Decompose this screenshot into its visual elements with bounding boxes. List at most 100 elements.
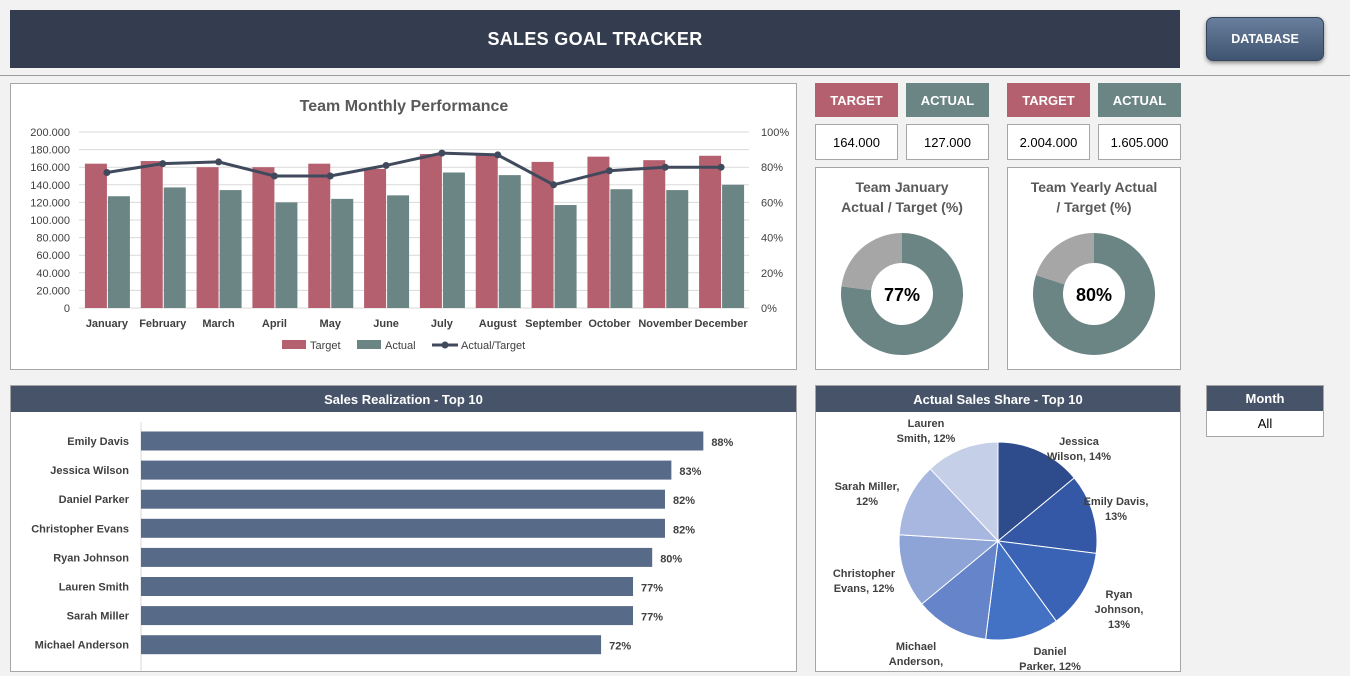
sales-share-title: Actual Sales Share - Top 10: [816, 386, 1180, 412]
realization-bar: [141, 489, 665, 509]
realization-value: 88%: [711, 437, 733, 449]
sales-realization-title: Sales Realization - Top 10: [11, 386, 796, 412]
legend-label-actual: Actual: [385, 340, 416, 352]
actual-target-point: [605, 167, 613, 175]
person-label: Christopher Evans: [31, 523, 129, 535]
y-tick-label: 80.000: [36, 233, 70, 245]
actual-bar: [163, 187, 186, 308]
donut-title-line2: / Target (%): [1056, 199, 1131, 215]
target-bar: [475, 154, 498, 308]
actual-bar: [219, 190, 242, 308]
yearly-target-label: TARGET: [1007, 83, 1090, 117]
pie-label: Wilson, 14%: [1047, 451, 1111, 463]
pie-slice: [985, 539, 1057, 641]
pie-slice: [921, 539, 999, 640]
monthly-actual-label: ACTUAL: [906, 83, 989, 117]
yearly-actual-value: 1.605.000: [1098, 124, 1181, 160]
donut-title-line2: Actual / Target (%): [841, 199, 963, 215]
y2-tick-label: 60%: [761, 197, 783, 209]
donut-title-line1: Team January: [855, 179, 948, 195]
actual-bar: [275, 202, 298, 308]
y2-tick-label: 40%: [761, 233, 783, 245]
x-tick-label: December: [694, 318, 748, 330]
actual-bar: [610, 189, 633, 308]
pie-label: Smith, 12%: [897, 433, 956, 445]
month-filter-value[interactable]: All: [1257, 416, 1273, 431]
realization-value: 77%: [641, 612, 663, 624]
legend-swatch-actual: [357, 340, 381, 349]
x-tick-label: May: [320, 318, 342, 330]
person-label: Jessica Wilson: [50, 465, 129, 477]
legend-label-ratio: Actual/Target: [461, 340, 525, 352]
team-yearly-donut: Team Yearly Actual / Target (%) 80%: [1031, 179, 1157, 355]
pie-slice: [898, 468, 1000, 542]
target-bar: [308, 163, 331, 308]
actual-target-point: [382, 161, 390, 169]
y-tick-label: 60.000: [36, 250, 70, 262]
sales-share-chart: Jessica Wilson, 14% Emily Davis, 13% Ryan Joh…: [833, 418, 1149, 676]
x-tick-label: July: [431, 318, 454, 330]
person-label: Ryan Johnson: [53, 552, 129, 564]
realization-value: 82%: [673, 524, 695, 536]
y-tick-label: 120.000: [30, 197, 70, 209]
realization-value: 77%: [641, 583, 663, 595]
divider: [0, 75, 1350, 76]
donut-remaining-arc: [1035, 233, 1094, 285]
realization-value: 83%: [679, 466, 701, 478]
pie-label: Evans, 12%: [834, 583, 895, 595]
x-tick-label: August: [479, 318, 517, 330]
person-label: Daniel Parker: [59, 494, 130, 506]
person-label: Michael Anderson: [35, 640, 130, 652]
realization-bar: [141, 460, 672, 480]
y-tick-label: 100.000: [30, 215, 70, 227]
y-tick-label: 40.000: [36, 268, 70, 280]
target-bar: [643, 160, 666, 308]
target-bar: [196, 167, 219, 308]
monthly-performance-panel: Team Monthly Performance 200.000 180.000 1…: [10, 83, 797, 370]
target-bar: [587, 156, 610, 308]
person-label: Lauren Smith: [59, 582, 130, 594]
pie-label: Sarah Miller,: [835, 481, 900, 493]
actual-target-point: [494, 151, 502, 159]
actual-bar: [554, 205, 577, 308]
legend-swatch-target: [282, 340, 306, 349]
person-label: Sarah Miller: [67, 611, 130, 623]
x-tick-label: June: [373, 318, 399, 330]
y2-tick-label: 0%: [761, 303, 777, 315]
pie-label: Michael: [896, 641, 936, 653]
yearly-actual-label: ACTUAL: [1098, 83, 1181, 117]
donut-remaining-arc: [841, 233, 902, 291]
person-label: Emily Davis: [67, 436, 129, 448]
pie-label: Anderson,: [889, 656, 943, 668]
x-tick-label: November: [638, 318, 693, 330]
actual-bar: [498, 175, 521, 308]
realization-bar: [141, 606, 634, 626]
pie-slice: [996, 477, 1098, 554]
realization-bar: [141, 518, 665, 538]
pie-label: Parker, 12%: [1019, 661, 1081, 671]
pie-label: 13%: [1105, 511, 1127, 523]
team-january-donut: Team January Actual / Target (%) 77%: [841, 179, 963, 355]
donut-actual-arc: [1033, 233, 1155, 355]
target-bar: [84, 163, 107, 308]
actual-target-point: [438, 149, 446, 157]
actual-target-point: [103, 168, 111, 176]
y-tick-label: 180.000: [30, 145, 70, 157]
target-bar: [364, 168, 387, 308]
legend-swatch-point: [441, 341, 449, 349]
x-tick-label: October: [588, 318, 631, 330]
y-tick-label: 20.000: [36, 285, 70, 297]
actual-target-point: [270, 172, 278, 180]
realization-value: 80%: [660, 553, 682, 565]
actual-bar: [331, 198, 354, 308]
pie-label: Johnson,: [1095, 604, 1144, 616]
target-bar: [419, 154, 442, 308]
x-tick-label: September: [525, 318, 583, 330]
database-button[interactable]: DATABASE: [1206, 17, 1324, 61]
pie-label: Jessica: [1059, 436, 1100, 448]
target-bar: [252, 167, 275, 308]
pie-label: Emily Davis,: [1084, 496, 1149, 508]
actual-target-point: [661, 163, 669, 171]
donut-center-label: 77%: [884, 285, 920, 305]
sales-realization-panel: Sales Realization - Top 10 Emily Davis 88…: [10, 385, 797, 676]
